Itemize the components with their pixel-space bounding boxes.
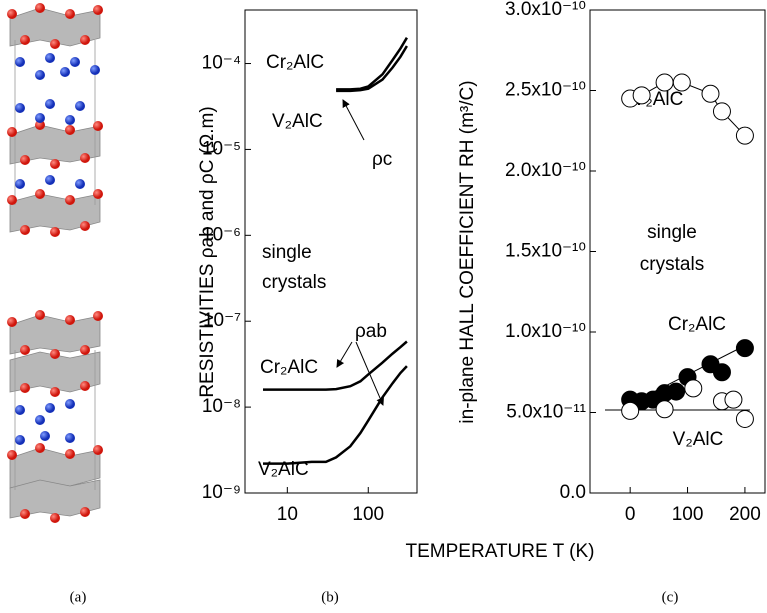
y-tick-label: 2.5x10⁻¹⁰ <box>505 80 586 101</box>
y-tick-label: 2.0x10⁻¹⁰ <box>505 160 586 181</box>
annotation: V₂AlC <box>673 429 724 450</box>
y-tick-label: 10⁻⁷ <box>203 310 241 331</box>
panel-label: (b) <box>321 589 339 605</box>
y-tick-label: 10⁻⁶ <box>202 224 241 245</box>
y-tick-label: 1.0x10⁻¹⁰ <box>505 321 586 342</box>
data-point <box>672 73 691 92</box>
data-point <box>735 126 754 145</box>
x-tick-label: 100 <box>672 504 704 525</box>
panel-label: (c) <box>662 589 679 605</box>
data-point <box>724 390 743 409</box>
data-point <box>667 382 686 401</box>
y-axis-label: in-plane HALL COEFFICIENT RH (m³/C) <box>457 80 478 423</box>
annotation: ρc <box>372 149 392 170</box>
y-tick-label: 5.0x10⁻¹¹ <box>506 402 586 423</box>
data-point <box>632 86 651 105</box>
annotation: crystals <box>262 272 326 293</box>
y-tick-label: 1.5x10⁻¹⁰ <box>505 241 586 262</box>
data-point <box>712 363 731 382</box>
annotation: Cr₂AlC <box>266 52 324 73</box>
y-tick-label: 10⁻⁴ <box>202 53 241 74</box>
x-axis-label: TEMPERATURE T (K) <box>406 541 595 562</box>
data-line <box>263 340 408 391</box>
y-tick-label: 10⁻⁵ <box>202 138 241 159</box>
annotation: single <box>647 222 697 243</box>
panel-label: (a) <box>70 589 87 605</box>
data-line <box>336 45 408 93</box>
x-tick-label: 0 <box>625 504 636 525</box>
y-tick-label: 10⁻⁸ <box>202 396 241 417</box>
x-tick-label: 10 <box>277 504 298 525</box>
plot-frame <box>244 9 418 494</box>
arrows <box>336 99 384 406</box>
x-tick-label: 100 <box>352 504 384 525</box>
data-point <box>621 401 640 420</box>
data-point <box>655 73 674 92</box>
y-tick-label: 10⁻⁹ <box>202 482 241 503</box>
data-point <box>735 339 754 358</box>
annotation: ρab <box>355 321 387 342</box>
data-point <box>684 379 703 398</box>
annotation: V₂AlC <box>272 111 323 132</box>
annotation: Cr₂AlC <box>260 357 318 378</box>
data-point <box>701 84 720 103</box>
data-point <box>735 409 754 428</box>
annotation: single <box>262 242 312 263</box>
data-line <box>336 37 408 91</box>
data-point <box>712 102 731 121</box>
annotation: Cr₂AlC <box>668 314 726 335</box>
annotation: crystals <box>640 254 704 275</box>
data-line <box>263 365 408 465</box>
data-point <box>655 400 674 419</box>
crystal-structures <box>7 3 103 523</box>
x-tick-label: 200 <box>729 504 761 525</box>
y-tick-label: 3.0x10⁻¹⁰ <box>505 0 586 20</box>
y-axis-label: RESISTIVITIES ρab and ρC (Ω.m) <box>197 106 218 397</box>
y-tick-label: 0.0 <box>560 482 586 503</box>
